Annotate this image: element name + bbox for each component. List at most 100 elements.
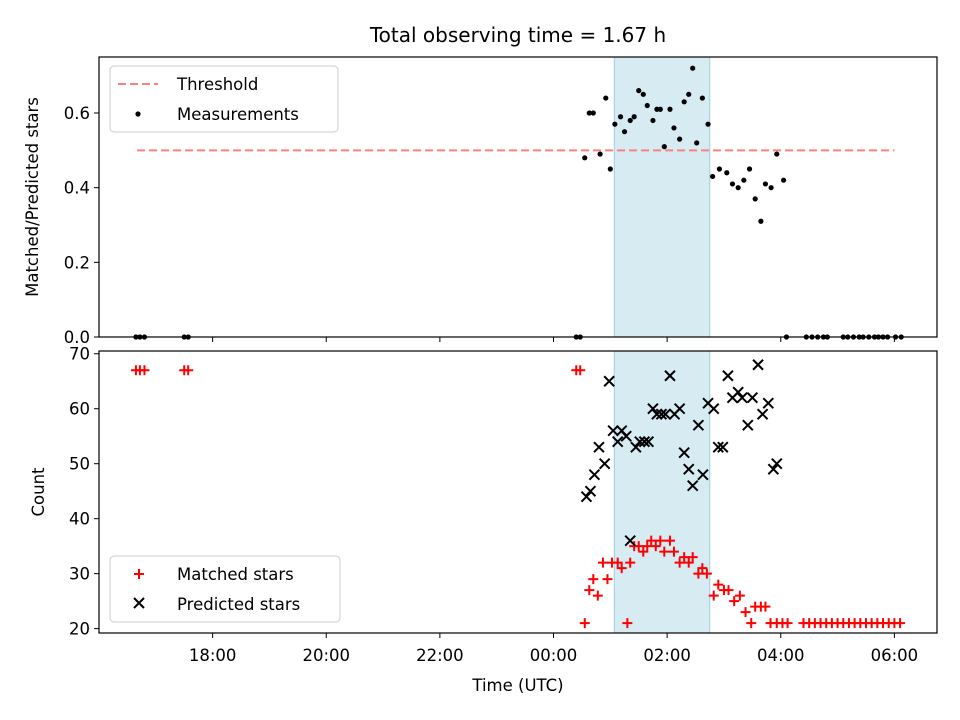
measurement-point — [590, 110, 596, 116]
matched-star-point — [616, 563, 627, 574]
top-axes-frame — [98, 56, 938, 338]
predicted-star-point — [767, 463, 780, 475]
measurement-point — [617, 114, 624, 120]
matched-star-point — [139, 365, 150, 376]
matched-stars-points — [130, 365, 906, 629]
measurement-point — [694, 140, 700, 146]
y-tick-label: 40 — [69, 510, 90, 529]
measurement-point — [774, 151, 780, 157]
measurement-point — [729, 181, 736, 187]
legend-matched-label: Matched stars — [177, 565, 294, 584]
predicted-star-point — [756, 408, 769, 420]
chart-title: Total observing time = 1.67 h — [369, 23, 666, 47]
matched-star-point — [746, 618, 757, 629]
predicted-star-point — [717, 441, 729, 453]
predicted-star-point — [722, 370, 734, 382]
predicted-star-point — [736, 392, 748, 404]
bottom-y-ticks: 20 30 40 50 60 70 — [69, 345, 99, 639]
x-tick-label: 00:00 — [530, 646, 578, 665]
matched-star-point — [782, 618, 793, 629]
measurement-point — [603, 95, 609, 101]
measurement-point — [690, 65, 696, 71]
x-tick-label: 06:00 — [871, 646, 919, 665]
matched-star-point — [664, 535, 675, 546]
observing-window-span-top — [613, 56, 711, 338]
predicted-star-point — [686, 479, 699, 492]
measurement-point — [636, 88, 642, 94]
top-y-ticks: 0.0 0.2 0.4 0.6 — [64, 104, 99, 347]
top-panel: 0.0 0.2 0.4 0.6 Matched/Predicted stars Thr… — [23, 56, 938, 347]
predicted-star-point — [771, 457, 783, 470]
y-tick-label: 0.6 — [64, 104, 90, 123]
predicted-star-point — [762, 397, 774, 409]
matched-star-point — [683, 557, 694, 568]
x-tick-label: 04:00 — [757, 646, 805, 665]
matched-star-point — [612, 557, 623, 568]
legend-threshold-label: Threshold — [176, 75, 258, 94]
predicted-star-point — [638, 435, 651, 448]
measurement-point — [699, 95, 705, 101]
matched-star-point — [713, 579, 724, 590]
predicted-star-point — [634, 435, 646, 448]
matched-star-point — [642, 541, 653, 552]
bottom-axes-frame — [98, 350, 938, 634]
predicted-star-point — [752, 359, 764, 371]
predicted-star-point — [630, 441, 642, 453]
matched-star-point — [655, 535, 666, 546]
matched-star-point — [638, 546, 649, 557]
matched-star-point — [584, 585, 595, 596]
predicted-star-point — [647, 403, 659, 415]
predicted-star-point — [655, 408, 668, 420]
measurement-point — [677, 136, 683, 142]
measurement-point — [631, 114, 637, 120]
measurement-point — [582, 155, 588, 161]
measurement-point — [741, 177, 747, 183]
predicted-star-point — [664, 370, 676, 382]
matched-star-point — [740, 607, 751, 618]
measurement-point — [607, 166, 613, 172]
matched-star-point — [579, 618, 590, 629]
y-tick-label: 0.4 — [64, 179, 90, 198]
matched-star-point — [697, 563, 708, 574]
measurement-point — [758, 218, 764, 224]
predicted-star-point — [620, 430, 632, 442]
predicted-star-point — [584, 485, 597, 497]
matched-star-point — [602, 574, 613, 585]
measurement-point — [661, 144, 667, 150]
top-legend-box — [109, 65, 339, 133]
matched-star-point — [687, 552, 698, 563]
predicted-star-point — [692, 419, 705, 431]
legend-predicted-swatch — [133, 597, 145, 609]
predicted-star-point — [651, 408, 663, 420]
measurement-point — [724, 170, 730, 176]
measurement-point — [746, 166, 753, 172]
predicted-star-point — [624, 534, 636, 547]
measurement-point — [735, 185, 741, 191]
predicted-star-point — [742, 419, 754, 431]
matched-star-point — [693, 568, 704, 579]
y-tick-label: 0.0 — [64, 328, 90, 347]
y-tick-label: 70 — [69, 345, 90, 364]
measurement-point — [781, 177, 787, 183]
measurement-point — [586, 110, 592, 116]
x-tick-label: 18:00 — [189, 646, 237, 665]
measurement-point — [762, 181, 769, 187]
bottom-legend-box — [109, 555, 341, 623]
bottom-x-ticks: 18:00 20:00 22:00 00:00 02:00 04:00 06:00 — [189, 633, 918, 665]
matched-star-point — [575, 365, 586, 376]
predicted-star-point — [607, 425, 619, 437]
measurement-point — [716, 166, 723, 172]
top-x-ticks — [212, 337, 895, 342]
matched-star-point — [895, 618, 906, 629]
measurement-point — [597, 151, 603, 157]
measurement-point — [640, 91, 646, 97]
x-tick-label: 20:00 — [302, 646, 350, 665]
legend-matched-swatch — [134, 569, 144, 579]
x-tick-label: 02:00 — [643, 646, 691, 665]
matched-star-point — [668, 546, 679, 557]
measurement-point — [686, 91, 692, 97]
predicted-star-point — [598, 457, 611, 470]
legend-predicted-label: Predicted stars — [177, 595, 300, 614]
measurement-point — [650, 117, 656, 124]
measurement-point — [657, 106, 663, 112]
